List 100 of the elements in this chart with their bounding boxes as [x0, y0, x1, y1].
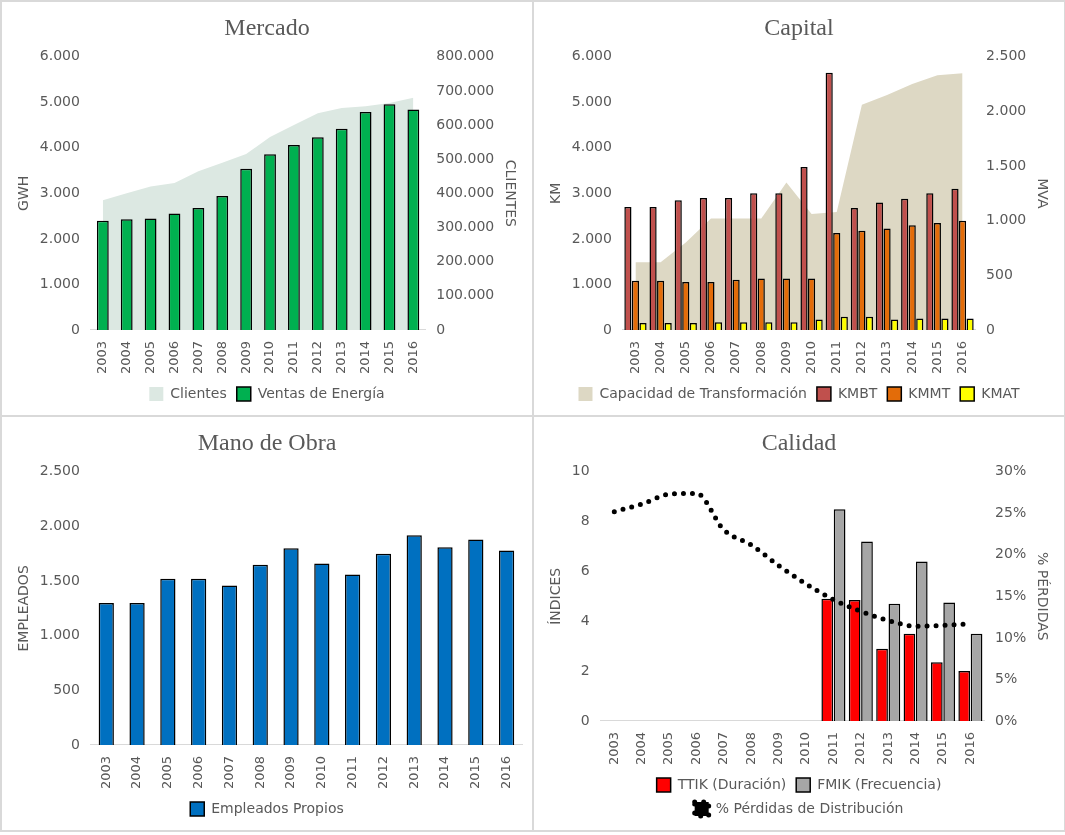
y-tick-label: 2.000	[571, 229, 612, 246]
x-tick-label: 2010	[797, 731, 813, 766]
y-tick-label: 4.000	[571, 138, 612, 155]
x-tick-label: 2011	[828, 340, 844, 375]
x-tick-label: 2012	[374, 755, 390, 790]
y2-tick-label: 500	[986, 265, 1013, 282]
x-tick-label: 2009	[282, 755, 298, 790]
x-tick-label: 2010	[261, 340, 277, 375]
y2-tick-label: 500.000	[436, 149, 495, 166]
x-tick-label: 2005	[141, 340, 157, 375]
legend-label: KMAT	[981, 384, 1020, 401]
y2-tick-label: 800.000	[436, 47, 495, 64]
x-tick-label: 2012	[852, 731, 868, 766]
y2-tick-label: 700.000	[436, 81, 495, 98]
x-tick-label: 2015	[380, 340, 396, 375]
x-tick-label: 2012	[853, 340, 869, 375]
y-tick-label: 1.000	[39, 626, 80, 643]
x-tick-label: 2016	[404, 340, 420, 375]
x-tick-label: 2011	[824, 731, 840, 766]
y-tick-label: 0	[70, 320, 80, 337]
y2-axis-title: % PÉRDIDAS	[1034, 552, 1051, 641]
chart-title: Mercado	[224, 13, 310, 40]
legend-label: Ventas de Energía	[257, 384, 385, 401]
x-tick-label: 2011	[285, 340, 301, 375]
legend-label: % Pérdidas de Distribución	[715, 799, 904, 816]
y2-tick-label: 25%	[995, 503, 1027, 520]
legend-label: FMIK (Frecuencia)	[817, 775, 942, 792]
y2-tick-label: 0%	[995, 711, 1018, 728]
y-tick-label: 0	[602, 320, 612, 337]
y2-tick-label: 200.000	[436, 252, 495, 269]
x-tick-label: 2006	[190, 755, 206, 790]
x-tick-label: 2014	[906, 731, 922, 766]
x-tick-label: 2015	[467, 755, 483, 790]
legend-label: Capacidad de Transformación	[599, 384, 807, 401]
x-tick-label: 2009	[777, 340, 793, 375]
y2-tick-label: 1.000	[986, 211, 1027, 228]
x-tick-label: 2011	[344, 755, 360, 790]
y-tick-label: 0	[580, 711, 590, 728]
x-tick-label: 2007	[715, 731, 731, 766]
y2-tick-label: 600.000	[436, 115, 495, 132]
x-tick-label: 2016	[953, 340, 969, 375]
chart-title: Calidad	[761, 428, 837, 455]
y-tick-label: 8	[580, 512, 590, 529]
x-tick-label: 2008	[251, 755, 267, 790]
y-tick-label: 3.000	[571, 184, 612, 200]
y2-tick-label: 2.000	[986, 102, 1027, 119]
y2-tick-label: 5%	[995, 670, 1018, 687]
y-axis-title: ÍNDICES	[547, 567, 564, 625]
y-tick-label: 3.000	[39, 184, 80, 200]
x-tick-label: 2006	[702, 340, 718, 375]
x-tick-label: 2012	[309, 340, 325, 375]
y2-tick-label: 10%	[995, 628, 1027, 645]
y2-tick-label: 30%	[995, 462, 1027, 479]
x-tick-label: 2005	[159, 755, 175, 790]
y2-tick-label: 20%	[995, 545, 1027, 562]
chart-title: Mano de Obra	[197, 428, 337, 455]
y2-tick-label: 1.500	[986, 156, 1027, 173]
x-tick-label: 2010	[802, 340, 818, 375]
y2-axis-title: CLIENTES	[502, 159, 519, 228]
legend-label: TTIK (Duración)	[676, 775, 787, 792]
x-tick-label: 2003	[626, 340, 642, 375]
legend-label: Clientes	[170, 384, 227, 401]
y-tick-label: 10	[571, 462, 590, 479]
x-tick-label: 2014	[356, 340, 372, 375]
x-tick-label: 2013	[878, 340, 894, 375]
x-tick-label: 2015	[928, 340, 944, 375]
y-tick-label: 5.000	[39, 92, 80, 109]
x-tick-label: 2004	[633, 731, 649, 766]
y-tick-label: 500	[53, 680, 80, 697]
x-tick-label: 2005	[660, 731, 676, 766]
y-tick-label: 1.500	[39, 571, 80, 588]
y-tick-label: 4.000	[39, 138, 80, 155]
y-axis-title: GWH	[15, 175, 32, 211]
x-tick-label: 2015	[934, 731, 950, 766]
x-tick-label: 2003	[97, 755, 113, 790]
x-tick-label: 2014	[903, 340, 919, 375]
y2-tick-label: 300.000	[436, 218, 495, 235]
x-tick-label: 2007	[189, 340, 205, 375]
y-tick-label: 4	[580, 611, 590, 628]
y-axis-title: EMPLEADOS	[15, 565, 32, 652]
x-tick-label: 2016	[961, 731, 977, 766]
x-tick-label: 2003	[605, 731, 621, 766]
legend-label: KMBT	[837, 384, 878, 401]
y-tick-label: 1.000	[39, 275, 80, 292]
y-tick-label: 1.000	[571, 275, 612, 292]
x-tick-label: 2004	[651, 340, 667, 375]
legend-label: Empleados Propios	[211, 799, 344, 816]
x-tick-label: 2004	[118, 340, 134, 375]
y-tick-label: 5.000	[571, 92, 612, 109]
x-tick-label: 2008	[742, 731, 758, 766]
x-tick-label: 2010	[313, 755, 329, 790]
y2-tick-label: 15%	[995, 587, 1027, 603]
x-tick-label: 2006	[165, 340, 181, 375]
x-tick-label: 2009	[770, 731, 786, 766]
y2-tick-label: 400.000	[436, 184, 495, 200]
x-tick-label: 2013	[879, 731, 895, 766]
y2-tick-label: 0	[436, 320, 446, 337]
x-tick-label: 2008	[752, 340, 768, 375]
y-tick-label: 6.000	[39, 47, 80, 64]
x-tick-label: 2007	[727, 340, 743, 375]
